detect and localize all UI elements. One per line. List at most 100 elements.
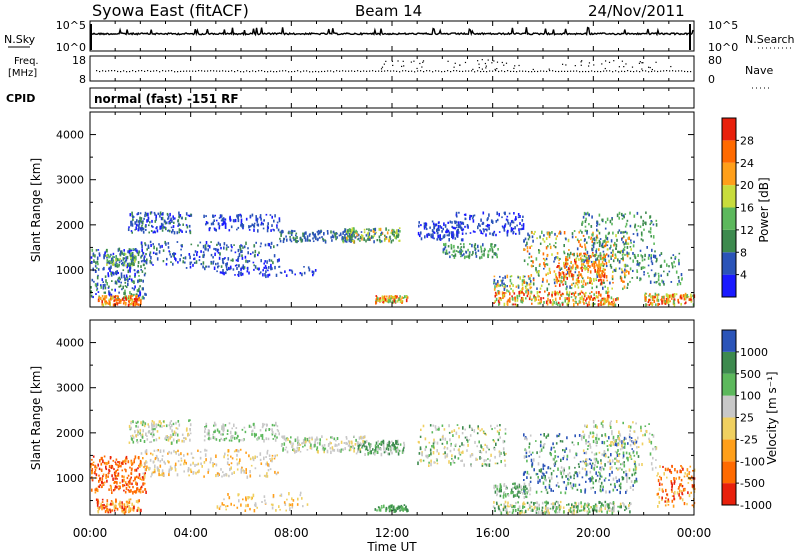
echo-cell — [509, 297, 511, 301]
echo-cell — [339, 449, 341, 452]
echo-cell — [393, 447, 395, 450]
echo-cell — [167, 229, 170, 232]
echo-cell — [566, 293, 569, 296]
echo-cell — [576, 274, 579, 277]
echo-cell — [569, 507, 572, 510]
echo-cell — [497, 438, 500, 442]
echo-cell — [519, 222, 521, 225]
echo-cell — [547, 297, 549, 302]
echo-cell — [169, 219, 172, 222]
freq-point — [432, 71, 434, 73]
echo-cell — [114, 485, 117, 488]
echo-cell — [279, 271, 282, 274]
echo-cell — [628, 504, 630, 507]
echo-cell — [307, 266, 310, 269]
echo-cell — [647, 264, 650, 267]
echo-cell — [391, 232, 394, 236]
echo-cell — [116, 264, 119, 268]
nave-point — [580, 61, 582, 63]
echo-cell — [215, 262, 217, 266]
echo-cell — [261, 426, 264, 429]
echo-cell — [124, 292, 126, 295]
echo-cell — [575, 258, 577, 262]
echo-cell — [97, 274, 99, 277]
echo-cell — [137, 425, 139, 429]
echo-cell — [563, 275, 566, 279]
freq-point — [456, 70, 458, 72]
echo-cell — [188, 214, 191, 218]
echo-cell — [548, 267, 551, 272]
echo-cell — [525, 495, 528, 499]
echo-cell — [124, 459, 126, 463]
echo-cell — [670, 298, 673, 300]
echo-cell — [159, 424, 161, 428]
echo-cell — [623, 272, 626, 276]
echo-cell — [106, 499, 109, 503]
echo-cell — [436, 449, 438, 453]
echo-cell — [285, 437, 287, 440]
echo-cell — [220, 214, 223, 218]
echo-cell — [162, 223, 164, 227]
echo-cell — [133, 269, 136, 272]
echo-cell — [397, 229, 400, 233]
echo-cell — [387, 297, 389, 302]
echo-cell — [593, 242, 596, 245]
echo-cell — [115, 256, 118, 260]
echo-cell — [216, 505, 219, 509]
echo-cell — [132, 256, 134, 259]
echo-cell — [136, 249, 138, 253]
echo-cell — [297, 444, 299, 447]
echo-cell — [617, 258, 619, 262]
freq-point — [606, 70, 608, 72]
echo-cell — [118, 298, 121, 301]
echo-cell — [212, 260, 215, 263]
echo-cell — [333, 437, 336, 441]
echo-cell — [129, 295, 132, 298]
echo-cell — [200, 250, 202, 253]
echo-cell — [216, 472, 219, 476]
freq-point — [222, 70, 224, 72]
freq-point — [465, 70, 467, 72]
freq-point — [177, 71, 179, 73]
echo-cell — [112, 272, 115, 276]
echo-cell — [400, 504, 403, 507]
echo-cell — [350, 235, 353, 238]
freq-point — [435, 70, 437, 72]
echo-cell — [467, 248, 469, 252]
echo-cell — [215, 454, 217, 459]
echo-cell — [372, 235, 374, 239]
echo-cell — [446, 228, 448, 231]
echo-cell — [121, 509, 123, 513]
echo-cell — [194, 463, 196, 467]
echo-cell — [117, 461, 119, 464]
echo-cell — [510, 229, 513, 233]
echo-cell — [130, 253, 133, 257]
echo-cell — [386, 231, 389, 235]
echo-cell — [101, 498, 104, 501]
echo-cell — [491, 220, 494, 224]
echo-cell — [234, 274, 236, 276]
echo-cell — [423, 222, 426, 225]
echo-cell — [553, 301, 555, 305]
echo-cell — [558, 290, 561, 294]
echo-cell — [543, 240, 546, 243]
echo-cell — [644, 253, 646, 258]
echo-cell — [614, 253, 617, 257]
echo-cell — [140, 255, 143, 257]
echo-cell — [628, 271, 630, 275]
echo-cell — [180, 459, 183, 462]
echo-cell — [221, 258, 224, 261]
echo-cell — [308, 233, 311, 237]
echo-cell — [241, 428, 244, 431]
echo-cell — [330, 450, 332, 455]
echo-cell — [134, 275, 136, 278]
echo-cell — [102, 303, 105, 307]
echo-cell — [451, 225, 453, 228]
echo-cell — [604, 254, 606, 258]
echo-cell — [677, 276, 680, 279]
echo-cell — [213, 266, 216, 271]
echo-cell — [545, 257, 548, 261]
echo-cell — [497, 280, 499, 284]
echo-cell — [491, 243, 493, 246]
echo-cell — [156, 257, 159, 261]
